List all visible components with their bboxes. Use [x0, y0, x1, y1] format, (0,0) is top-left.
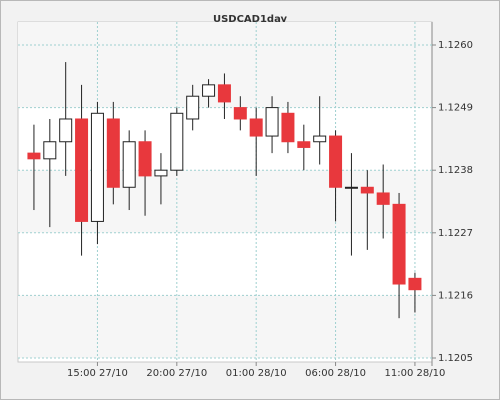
band [18, 22, 432, 45]
candle-body [138, 141, 152, 177]
candle-body [249, 118, 263, 137]
x-tick-label: 06:00 28/10 [305, 368, 366, 379]
candle-body [329, 135, 343, 188]
candle-body [202, 84, 216, 97]
candle-body [392, 203, 406, 285]
candle-body [154, 169, 168, 177]
band [18, 295, 432, 358]
candle-body [170, 112, 184, 171]
chart-title: USDCAD1day [213, 14, 288, 25]
y-tick-label: 1.1260 [438, 40, 473, 51]
candle-body [233, 107, 247, 120]
candle-body [75, 118, 89, 222]
candle-body [297, 141, 311, 148]
y-tick-label: 1.1249 [438, 103, 473, 114]
x-tick-label: 01:00 28/10 [226, 368, 287, 379]
candle-body [90, 112, 104, 222]
candle-body [186, 95, 200, 120]
x-tick-label: 20:00 27/10 [146, 368, 207, 379]
candle-body [59, 118, 73, 143]
candle-body [281, 112, 295, 143]
x-tick-label: 11:00 28/10 [385, 368, 446, 379]
candle-body [344, 186, 358, 189]
y-tick-label: 1.1205 [438, 353, 473, 364]
candle-body [408, 277, 422, 291]
candle-body [106, 118, 120, 188]
y-tick-label: 1.1238 [438, 165, 473, 176]
candle-body [27, 152, 41, 160]
x-tick-label: 15:00 27/10 [67, 368, 128, 379]
candle-body [265, 107, 279, 137]
candle-body [376, 192, 390, 205]
candle-body [313, 135, 327, 143]
y-tick-label: 1.1216 [438, 290, 473, 301]
candle-body [217, 84, 231, 103]
candle-body [122, 141, 136, 188]
candle-body [43, 141, 57, 160]
y-tick-label: 1.1227 [438, 228, 473, 239]
candle-body [360, 186, 374, 194]
